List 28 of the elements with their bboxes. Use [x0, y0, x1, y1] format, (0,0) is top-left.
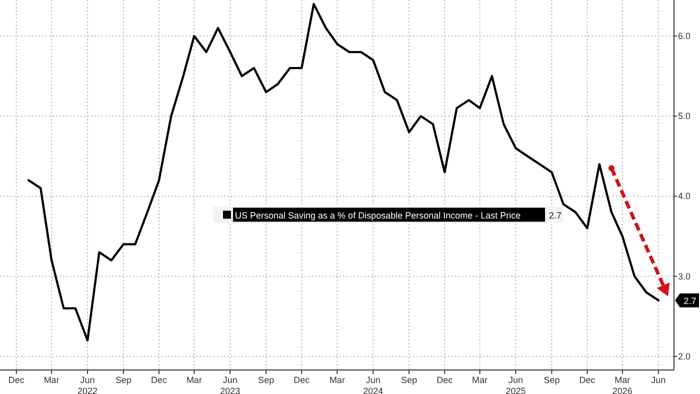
y-tick-label: 3.0 — [678, 271, 691, 282]
line-series — [27, 2, 660, 342]
x-tick-label: Mar — [186, 375, 202, 385]
legend-label: US Personal Saving as a % of Disposable Personal Income - Last Price — [235, 210, 521, 221]
x-tick-label: Sep — [401, 375, 418, 385]
x-tick-label: Dec — [294, 375, 310, 385]
annotation: 2.7 — [684, 296, 696, 306]
x-tick-label: Jun — [651, 375, 666, 385]
annotation: 2.7 — [549, 210, 562, 221]
x-tick-label: Jun 2022 — [78, 375, 98, 394]
x-tick-label: Mar — [472, 375, 488, 385]
x-tick-label: Dec — [8, 375, 25, 385]
x-tick-label: Jun 2025 — [506, 375, 526, 394]
x-tick-label: Mar 2026 — [612, 375, 632, 394]
x-tick-label: Dec — [579, 375, 596, 385]
y-tick-label: 5.0 — [678, 111, 691, 122]
x-tick-label: Dec — [151, 375, 168, 385]
x-tick-label: Mar — [329, 375, 345, 385]
x-tick-label: Dec — [436, 375, 454, 385]
x-tick-label: Sep — [115, 375, 132, 385]
x-tick-label: Jun 2023 — [220, 375, 240, 394]
x-tick-label: Sep — [544, 375, 560, 385]
x-tick-label: Sep — [258, 375, 274, 385]
y-tick-label: 2.0 — [678, 351, 691, 362]
y-tick-label: 6.0 — [678, 31, 691, 42]
x-tick-label: Jun 2024 — [363, 375, 384, 394]
y-tick-label: 4.0 — [678, 191, 691, 202]
x-tick-label: Mar — [44, 375, 60, 385]
